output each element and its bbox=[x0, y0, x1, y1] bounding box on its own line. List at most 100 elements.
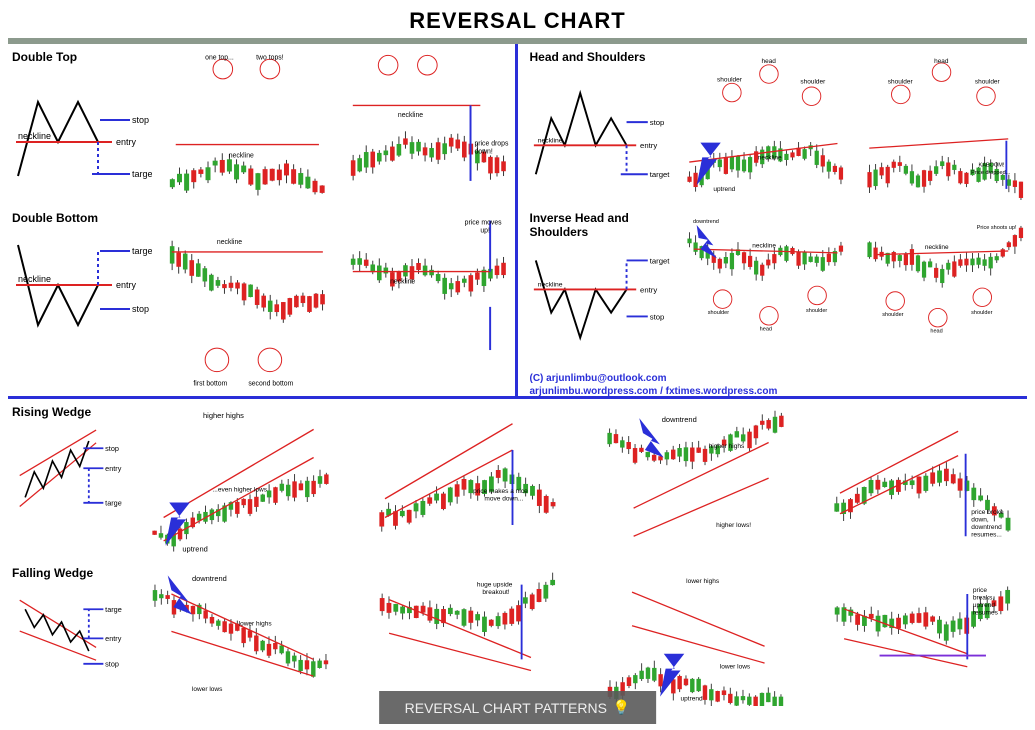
rw-ex2: price makes a nice move down... bbox=[359, 405, 572, 560]
credit-block: (C) arjunlimbu@outlook.com arjunlimbu.wo… bbox=[530, 372, 1028, 398]
svg-text:stop: stop bbox=[649, 118, 664, 127]
top-section: Double Top stop entry target neckline bbox=[0, 44, 1035, 396]
double-top-block: Double Top stop entry target neckline bbox=[12, 50, 510, 205]
double-bottom-ex2-svg: neckline price moves up! bbox=[343, 211, 510, 391]
double-top-svg: stop entry target neckline bbox=[12, 66, 152, 186]
svg-text:second bottom: second bottom bbox=[248, 380, 293, 387]
svg-text:down!: down! bbox=[474, 148, 492, 155]
svg-text:first bottom: first bottom bbox=[193, 380, 227, 387]
svg-text:target: target bbox=[132, 169, 152, 179]
fw-ex4-svg: price breaks, uptrend resumes bbox=[814, 566, 1027, 706]
ihs-block: Inverse Head and Shoulders target entry … bbox=[530, 211, 1028, 366]
hs-ex1: shoulder head shoulder neckline uptrend bbox=[680, 50, 847, 205]
caption-text: REVERSAL CHART PATTERNS bbox=[405, 700, 607, 716]
svg-text:one top...: one top... bbox=[205, 54, 234, 61]
svg-text:price moves: price moves bbox=[464, 219, 502, 226]
ihs-schematic: Inverse Head and Shoulders target entry … bbox=[530, 211, 670, 366]
double-top-schematic: Double Top stop entry target neckline bbox=[12, 50, 152, 205]
credit-line1: (C) arjunlimbu@outlook.com bbox=[530, 372, 1028, 385]
fw-ex2-svg: huge upside breakout! bbox=[359, 566, 572, 706]
rw-ex1: higher highs ...even higher lows uptrend bbox=[132, 405, 345, 560]
svg-text:shoulder: shoulder bbox=[800, 78, 826, 85]
double-bottom-examples: neckline first bottom second bottom neck… bbox=[162, 211, 510, 396]
svg-text:target: target bbox=[649, 170, 669, 179]
fw-ex1: downtrend lower highs lower lows bbox=[132, 566, 345, 711]
svg-text:downtrend: downtrend bbox=[692, 219, 718, 225]
svg-text:target: target bbox=[132, 246, 152, 256]
svg-text:Price shoots up!: Price shoots up! bbox=[977, 225, 1017, 231]
page-title: REVERSAL CHART bbox=[0, 0, 1035, 38]
svg-text:breakout!: breakout! bbox=[483, 589, 510, 596]
ihs-ex1: downtrend neckline shoulder head shoulde… bbox=[680, 211, 847, 366]
svg-text:shoulder: shoulder bbox=[975, 78, 1001, 85]
falling-wedge-block: Falling Wedge target entry stop bbox=[12, 566, 1027, 711]
rw-ex4-svg: price broke down, downtrend resumes... bbox=[814, 405, 1027, 555]
svg-text:uptrend: uptrend bbox=[182, 544, 207, 553]
ihs-ex2: Price shoots up! neckline shoulder head … bbox=[860, 211, 1027, 366]
ihs-title: Inverse Head and Shoulders bbox=[530, 211, 670, 239]
svg-text:huge upside: huge upside bbox=[477, 582, 513, 589]
ihs-ex2-svg: Price shoots up! neckline shoulder head … bbox=[860, 211, 1027, 341]
svg-text:uptrend: uptrend bbox=[713, 186, 735, 193]
svg-text:shoulder: shoulder bbox=[971, 310, 992, 316]
top-left-panel: Double Top stop entry target neckline bbox=[0, 44, 518, 396]
double-top-title: Double Top bbox=[12, 50, 152, 64]
svg-text:uptrend: uptrend bbox=[680, 695, 702, 702]
double-top-examples: one top... two tops! neckline neckl bbox=[162, 50, 510, 205]
falling-wedge-examples: downtrend lower highs lower lows huge up… bbox=[132, 566, 1027, 711]
svg-text:breaks,: breaks, bbox=[973, 595, 995, 602]
svg-text:KABOOM!: KABOOM! bbox=[979, 163, 1005, 169]
svg-text:up!: up! bbox=[480, 227, 490, 234]
fw-ex3: lower highs lower lows uptrend bbox=[587, 566, 800, 711]
rising-wedge-title: Rising Wedge bbox=[12, 405, 122, 419]
svg-text:resumes...: resumes... bbox=[971, 531, 1002, 538]
bottom-section: Rising Wedge stop entry target bbox=[0, 399, 1035, 711]
hs-title: Head and Shoulders bbox=[530, 50, 670, 64]
svg-text:uptrend: uptrend bbox=[973, 602, 995, 609]
hs-svg: stop entry target neckline bbox=[530, 66, 670, 186]
double-top-ex1: one top... two tops! neckline bbox=[162, 50, 329, 205]
fw-ex3-svg: lower highs lower lows uptrend bbox=[587, 566, 800, 706]
svg-text:lower highs: lower highs bbox=[686, 578, 720, 585]
svg-text:neckline: neckline bbox=[217, 239, 242, 246]
svg-text:neckline: neckline bbox=[229, 152, 254, 159]
double-top-ex1-svg: one top... two tops! neckline bbox=[162, 50, 329, 200]
svg-text:entry: entry bbox=[116, 280, 137, 290]
svg-text:down,: down, bbox=[971, 516, 989, 523]
double-top-ex2-svg: neckline price drops down! bbox=[343, 50, 510, 200]
svg-text:neckline: neckline bbox=[537, 282, 562, 289]
falling-wedge-svg: target entry stop bbox=[12, 582, 122, 682]
top-right-panel: Head and Shoulders stop entry target nec… bbox=[518, 44, 1035, 396]
svg-text:downtrend: downtrend bbox=[971, 524, 1002, 531]
double-bottom-ex2: neckline price moves up! bbox=[343, 211, 510, 396]
svg-text:neckline: neckline bbox=[925, 244, 949, 251]
credit-line2: arjunlimbu.wordpress.com / fxtimes.wordp… bbox=[530, 385, 1028, 398]
fw-ex1-svg: downtrend lower highs lower lows bbox=[132, 566, 345, 706]
bulb-icon: 💡 bbox=[613, 699, 630, 716]
svg-text:stop: stop bbox=[105, 660, 119, 669]
svg-text:move down...: move down... bbox=[485, 496, 524, 503]
svg-text:higher highs: higher highs bbox=[708, 443, 744, 450]
rising-wedge-schematic: Rising Wedge stop entry target bbox=[12, 405, 122, 560]
svg-text:downtrend: downtrend bbox=[661, 415, 696, 424]
svg-text:lower highs: lower highs bbox=[239, 621, 273, 628]
double-bottom-ex1-svg: neckline first bottom second bottom bbox=[162, 211, 329, 391]
svg-text:downtrend: downtrend bbox=[192, 574, 227, 583]
svg-text:price broke: price broke bbox=[971, 509, 1004, 516]
rw-ex2-svg: price makes a nice move down... bbox=[359, 405, 572, 555]
rw-ex4: price broke down, downtrend resumes... bbox=[814, 405, 1027, 560]
ihs-examples: downtrend neckline shoulder head shoulde… bbox=[680, 211, 1028, 366]
rising-wedge-block: Rising Wedge stop entry target bbox=[12, 405, 1027, 560]
hs-ex2: shoulder head shoulder KABOOM! Price dro… bbox=[860, 50, 1027, 205]
caption-bar: REVERSAL CHART PATTERNS 💡 bbox=[379, 691, 657, 724]
svg-text:head: head bbox=[934, 58, 949, 65]
double-bottom-svg: target entry stop neckline bbox=[12, 227, 152, 347]
svg-text:target: target bbox=[105, 499, 122, 508]
double-top-ex2: neckline price drops down! bbox=[343, 50, 510, 205]
svg-text:...even higher lows: ...even higher lows bbox=[212, 486, 267, 493]
svg-text:Price dropped...: Price dropped... bbox=[971, 170, 1011, 176]
rw-ex1-svg: higher highs ...even higher lows uptrend bbox=[132, 405, 345, 555]
svg-text:target: target bbox=[105, 605, 122, 614]
ihs-ex1-svg: downtrend neckline shoulder head shoulde… bbox=[680, 211, 847, 341]
falling-wedge-schematic: Falling Wedge target entry stop bbox=[12, 566, 122, 711]
